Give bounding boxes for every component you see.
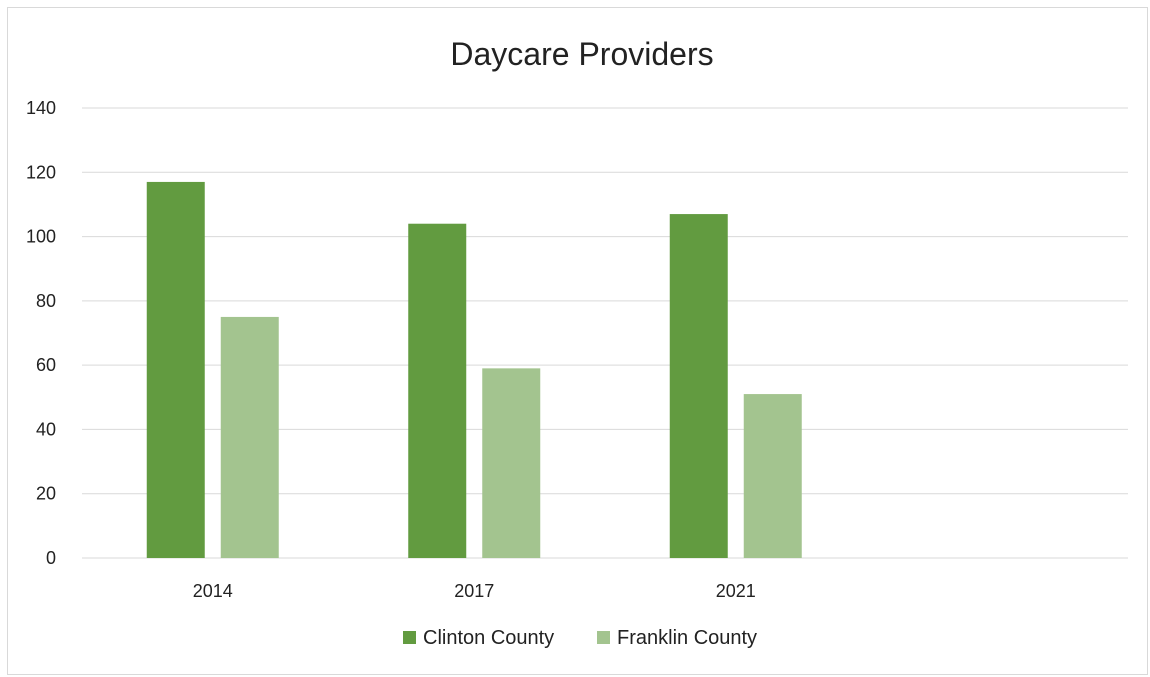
y-tick-label: 60 [36, 355, 56, 375]
y-tick-label: 80 [36, 291, 56, 311]
bar-clinton-county-2014 [146, 181, 205, 558]
y-tick-label: 40 [36, 419, 56, 439]
y-tick-label: 0 [46, 548, 56, 568]
bar-franklin-county-2014 [220, 316, 279, 558]
x-tick-label: 2014 [193, 581, 233, 601]
y-tick-label: 20 [36, 484, 56, 504]
legend-label: Clinton County [423, 627, 554, 649]
bar-clinton-county-2021 [669, 214, 728, 559]
chart-title: Daycare Providers [450, 36, 713, 72]
bar-clinton-county-2017 [408, 223, 467, 558]
legend-swatch [403, 631, 416, 644]
y-axis-ticks: 0 20 40 60 80 100 120 140 [26, 98, 56, 568]
bars [146, 181, 802, 559]
y-tick-label: 140 [26, 98, 56, 118]
x-tick-label: 2017 [454, 581, 494, 601]
legend-label: Franklin County [617, 627, 757, 649]
x-axis-ticks: 2014 2017 2021 [193, 581, 756, 601]
legend-swatch [597, 631, 610, 644]
bar-franklin-county-2021 [743, 394, 802, 558]
legend: Clinton County Franklin County [403, 627, 757, 649]
y-tick-label: 100 [26, 227, 56, 247]
x-tick-label: 2021 [716, 581, 756, 601]
y-tick-label: 120 [26, 162, 56, 182]
bar-franklin-county-2017 [482, 368, 541, 558]
